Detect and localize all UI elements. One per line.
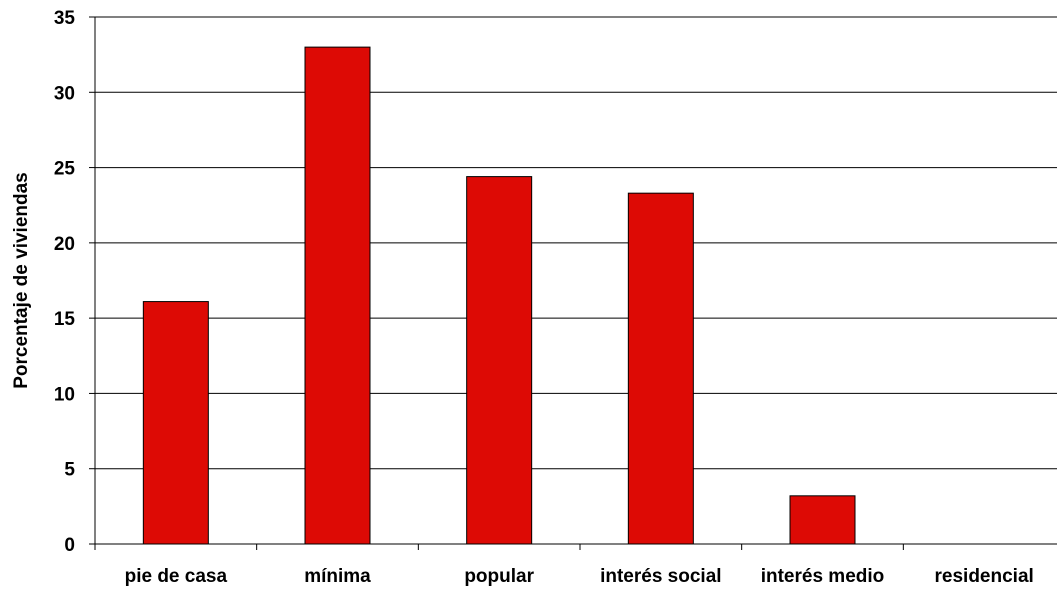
y-tick-label: 30 (54, 83, 75, 104)
bar-popular (466, 176, 533, 545)
category-label: mínima (304, 566, 371, 587)
category-label: pie de casa (125, 566, 228, 587)
bars (142, 46, 856, 545)
category-label: residencial (935, 566, 1034, 587)
y-tick-labels: 0 5 10 15 20 25 30 35 (54, 8, 76, 556)
bar-mínima (304, 46, 371, 545)
axes (89, 16, 1057, 550)
y-tick-label: 20 (54, 234, 75, 255)
bar-interés-social (627, 192, 694, 545)
bar-pie-de-casa (142, 301, 209, 545)
y-tick-label: 25 (54, 159, 76, 180)
y-tick-label: 10 (54, 384, 75, 405)
x-tick-labels: pie de casa mínima popular interés social in… (125, 566, 1034, 587)
y-axis-title: Porcentaje de viviendas (11, 172, 32, 389)
y-tick-label: 35 (54, 8, 76, 29)
gridlines (95, 16, 1057, 470)
y-tick-label: 5 (64, 460, 75, 481)
category-label: interés medio (761, 566, 885, 587)
y-tick-label: 0 (64, 535, 75, 556)
category-label: interés social (600, 566, 721, 587)
bar-interés-medio (789, 495, 856, 545)
y-tick-label: 15 (54, 309, 76, 330)
category-label: popular (464, 566, 534, 587)
